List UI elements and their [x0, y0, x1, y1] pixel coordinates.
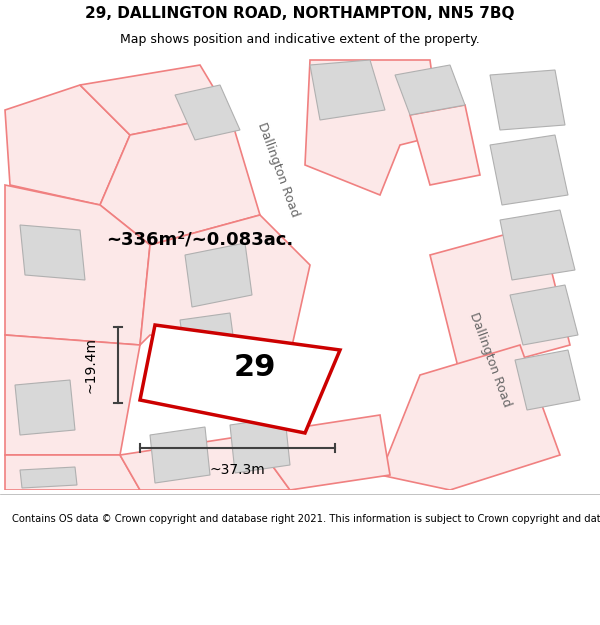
Polygon shape [120, 435, 290, 490]
Polygon shape [430, 55, 590, 405]
Polygon shape [180, 313, 235, 357]
Text: 29: 29 [234, 352, 276, 381]
Text: Map shows position and indicative extent of the property.: Map shows position and indicative extent… [120, 33, 480, 46]
Polygon shape [515, 350, 580, 410]
Text: Dallington Road: Dallington Road [467, 311, 513, 409]
Polygon shape [100, 115, 260, 245]
Polygon shape [5, 85, 130, 205]
Polygon shape [510, 285, 578, 345]
Polygon shape [240, 55, 310, 490]
Polygon shape [395, 65, 465, 115]
Text: ~19.4m: ~19.4m [83, 337, 97, 393]
Polygon shape [310, 60, 385, 120]
Polygon shape [5, 335, 140, 455]
Text: ~336m²/~0.083ac.: ~336m²/~0.083ac. [106, 231, 293, 249]
Polygon shape [305, 60, 440, 195]
Polygon shape [490, 135, 568, 205]
Polygon shape [175, 85, 240, 140]
Polygon shape [490, 70, 565, 130]
Polygon shape [15, 380, 75, 435]
Polygon shape [80, 65, 230, 135]
Text: 29, DALLINGTON ROAD, NORTHAMPTON, NN5 7BQ: 29, DALLINGTON ROAD, NORTHAMPTON, NN5 7B… [85, 6, 515, 21]
Text: ~37.3m: ~37.3m [209, 463, 265, 477]
Text: Dallington Road: Dallington Road [255, 121, 301, 219]
Polygon shape [410, 105, 480, 185]
Polygon shape [150, 427, 210, 483]
Text: Contains OS data © Crown copyright and database right 2021. This information is : Contains OS data © Crown copyright and d… [12, 514, 600, 524]
Polygon shape [185, 243, 252, 307]
Polygon shape [380, 345, 560, 490]
Polygon shape [250, 415, 390, 490]
Polygon shape [5, 455, 140, 490]
Polygon shape [500, 210, 575, 280]
Polygon shape [20, 467, 77, 488]
Polygon shape [5, 185, 150, 345]
Polygon shape [230, 417, 290, 473]
Polygon shape [430, 225, 570, 375]
Polygon shape [20, 225, 85, 280]
Polygon shape [140, 215, 310, 355]
Polygon shape [140, 325, 340, 433]
